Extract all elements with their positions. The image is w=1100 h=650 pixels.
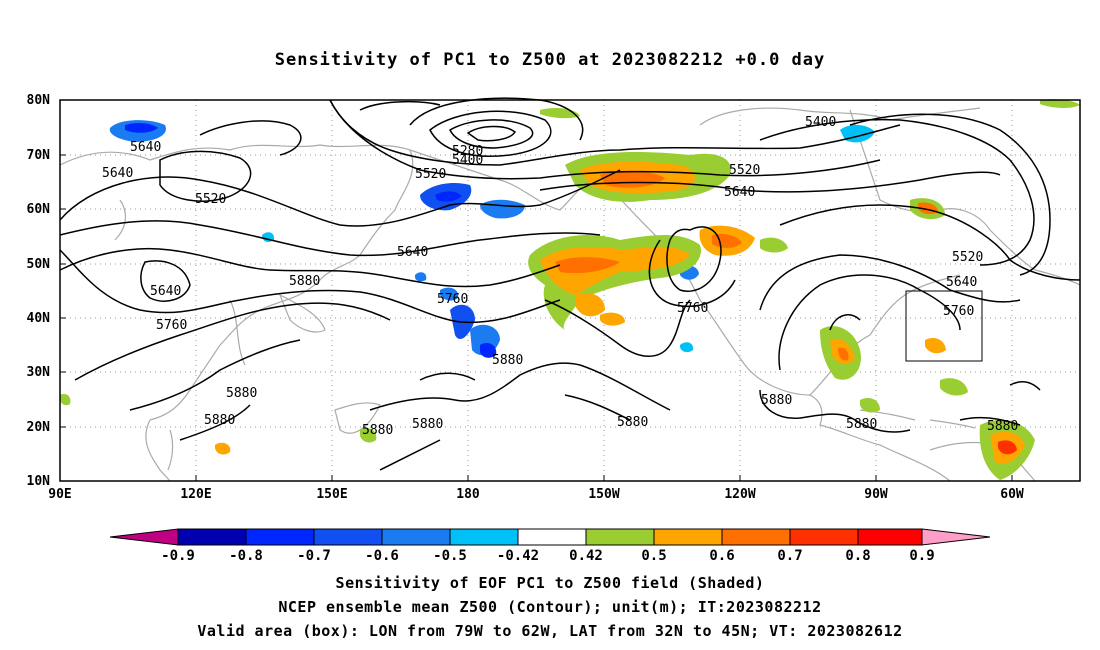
footer-line-valid-area: Valid area (box): LON from 79W to 62W, L… [197,622,903,640]
axis-ticks [59,99,1013,482]
contour-label: 5640 [130,140,161,155]
contour-label: 5760 [437,292,468,307]
colorbar-label: 0.5 [641,548,666,564]
lon-label: 60W [1000,487,1024,502]
contour-label: 5640 [724,185,755,200]
colorbar-label: 0.6 [709,548,734,564]
color-bar [109,528,991,546]
contour-label: 5880 [846,417,877,432]
colorbar-label: -0.6 [365,548,399,564]
colorbar-label: 0.9 [909,548,934,564]
lat-label: 50N [27,257,51,272]
lon-label: 150W [588,487,619,502]
colorbar-swatch-7 [585,528,655,546]
contour-label: 5520 [729,163,760,178]
contour-labels: 5640 5640 5520 5280 5400 5520 5400 5520 … [102,115,1018,438]
latitude-labels: 80N 70N 60N 50N 40N 30N 20N 10N [27,93,51,489]
grid-lines [60,100,1080,481]
contour-label: 5760 [156,318,187,333]
footer-line-contour: NCEP ensemble mean Z500 (Contour); unit(… [278,598,822,616]
colorbar-swatch-4 [381,528,451,546]
footer-line-shaded: Sensitivity of EOF PC1 to Z500 field (Sh… [335,574,765,592]
colorbar-label: -0.9 [161,548,195,564]
colorbar-swatch-11 [857,528,923,546]
contour-label: 5640 [946,275,977,290]
lon-label: 180 [456,487,480,502]
lat-label: 80N [27,93,51,108]
contour-label: 5880 [362,423,393,438]
colorbar-swatch-6 [517,528,587,546]
contour-label: 5640 [150,284,181,299]
contour-label: 5400 [452,153,483,168]
colorbar-swatch-0 [109,528,179,546]
colorbar-label: 0.8 [845,548,870,564]
colorbar-label: -0.7 [297,548,331,564]
lat-label: 10N [27,474,51,489]
lat-label: 30N [27,365,51,380]
colorbar-swatch-10 [789,528,859,546]
lat-label: 20N [27,420,51,435]
colorbar-label: -0.42 [497,548,539,564]
lon-label: 90W [864,487,888,502]
colorbar-swatch-2 [245,528,315,546]
colorbar-swatch-3 [313,528,383,546]
contour-label: 5640 [397,245,428,260]
colorbar-swatch-8 [653,528,723,546]
lat-label: 60N [27,202,51,217]
colorbar-swatch-12 [921,528,991,546]
contour-label: 5880 [492,353,523,368]
colorbar-label: -0.8 [229,548,263,564]
lon-label: 120W [724,487,755,502]
colorbar-swatch-5 [449,528,519,546]
lat-label: 40N [27,311,51,326]
lon-label: 150E [316,487,347,502]
lon-label: 90E [48,487,71,502]
colorbar-label: 0.42 [569,548,603,564]
contour-label: 5640 [102,166,133,181]
contour-label: 5520 [415,167,446,182]
colorbar-swatch-1 [177,528,247,546]
lon-label: 120E [180,487,211,502]
map-title: Sensitivity of PC1 to Z500 at 2023082212… [274,50,826,70]
contour-label: 5520 [195,192,226,207]
map-frame [59,99,1081,482]
contour-label: 5760 [943,304,974,319]
contour-label: 5880 [289,274,320,289]
contour-label: 5520 [952,250,983,265]
colorbar-labels: -0.9 -0.8 -0.7 -0.6 -0.5 -0.42 0.42 0.5 … [161,548,935,564]
contour-label: 5880 [761,393,792,408]
coastlines [59,107,1081,482]
contour-label: 5880 [617,415,648,430]
contour-label: 5400 [805,115,836,130]
z500-contours [59,97,1081,471]
contour-label: 5880 [987,419,1018,434]
contour-label: 5880 [226,386,257,401]
positive-sensitivity-blobs [60,99,1080,480]
lat-label: 70N [27,148,51,163]
contour-label: 5760 [677,301,708,316]
colorbar-swatch-9 [721,528,791,546]
contour-label: 5280 [452,144,483,159]
colorbar-label: 0.7 [777,548,802,564]
valid-area-box [905,290,983,362]
colorbar-label: -0.5 [433,548,467,564]
longitude-labels: 90E 120E 150E 180 150W 120W 90W 60W [48,487,1024,502]
contour-label: 5880 [204,413,235,428]
contour-label: 5880 [412,417,443,432]
